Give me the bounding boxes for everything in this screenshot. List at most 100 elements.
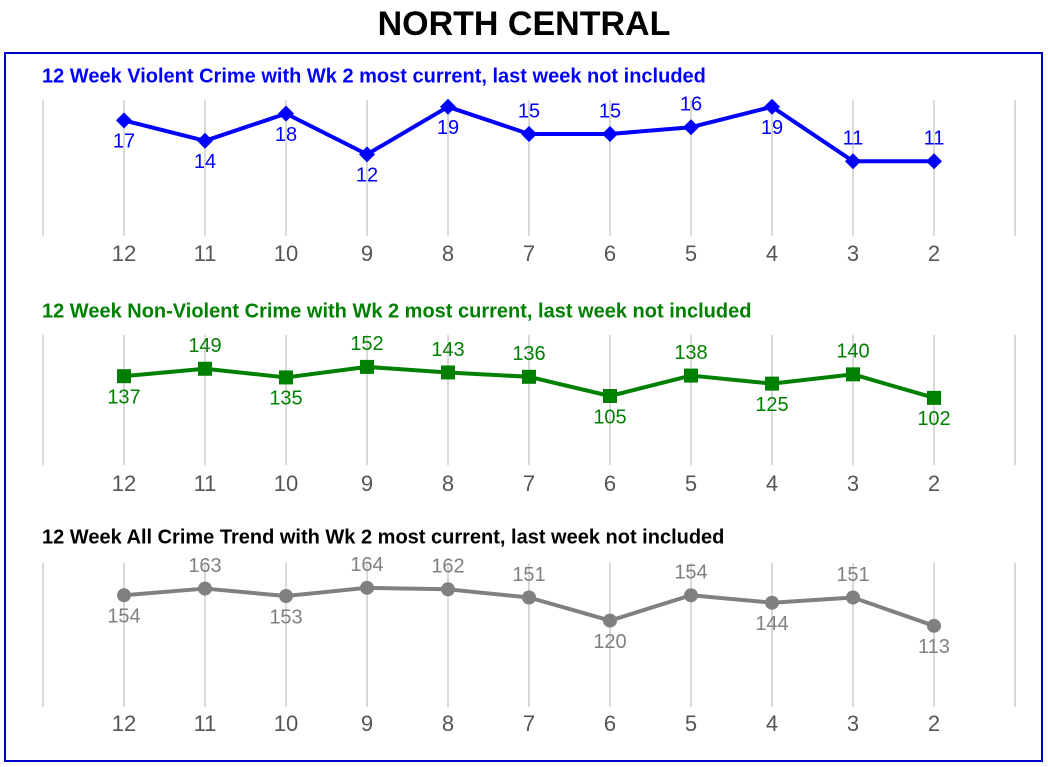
data-label: 15 <box>518 100 540 122</box>
x-tick-label: 6 <box>604 471 616 496</box>
data-label: 18 <box>275 124 297 146</box>
x-tick-label: 7 <box>523 711 535 736</box>
data-label: 154 <box>107 606 140 628</box>
x-tick-label: 11 <box>194 711 217 736</box>
marker <box>846 590 860 605</box>
marker <box>765 595 779 610</box>
data-label: 105 <box>593 406 626 428</box>
data-label: 144 <box>755 613 788 635</box>
marker <box>845 153 861 170</box>
x-tick-label: 5 <box>685 241 697 266</box>
data-label: 164 <box>350 554 383 576</box>
x-tick-label: 9 <box>361 241 373 266</box>
x-tick-label: 5 <box>685 711 697 736</box>
x-tick-label: 6 <box>604 711 616 736</box>
data-label: 11 <box>843 127 864 149</box>
marker <box>440 98 456 115</box>
marker <box>603 389 617 403</box>
x-tick-label: 10 <box>274 711 298 736</box>
data-label: 140 <box>836 341 869 363</box>
x-tick-label: 2 <box>928 471 940 496</box>
marker <box>278 105 294 122</box>
page-title: NORTH CENTRAL <box>378 5 671 43</box>
data-label: 11 <box>924 127 945 149</box>
marker <box>926 153 942 170</box>
data-label: 137 <box>107 386 140 408</box>
x-tick-label: 9 <box>361 471 373 496</box>
marker <box>198 361 212 376</box>
marker <box>116 112 132 129</box>
marker <box>927 390 941 405</box>
marker <box>360 580 374 595</box>
x-tick-label: 2 <box>928 241 940 266</box>
data-label: 151 <box>836 564 869 586</box>
data-label: 12 <box>356 165 378 187</box>
data-label: 113 <box>918 636 950 658</box>
marker <box>927 618 941 633</box>
marker <box>279 370 293 385</box>
marker <box>441 582 455 597</box>
x-tick-label: 3 <box>847 711 859 736</box>
x-tick-label: 9 <box>361 711 373 736</box>
data-label: 15 <box>599 100 621 122</box>
x-tick-label: 12 <box>112 241 136 266</box>
data-label: 120 <box>593 631 626 653</box>
marker <box>521 126 537 142</box>
data-label: 143 <box>431 339 464 361</box>
marker <box>522 590 536 605</box>
marker <box>846 367 860 382</box>
data-label: 149 <box>188 335 221 357</box>
marker <box>197 132 213 149</box>
x-tick-label: 4 <box>766 241 778 266</box>
x-tick-label: 8 <box>442 711 454 736</box>
data-label: 17 <box>113 131 135 153</box>
x-tick-label: 7 <box>523 241 535 266</box>
data-label: 19 <box>437 117 459 139</box>
x-tick-label: 12 <box>112 711 136 736</box>
marker <box>441 365 455 380</box>
chart-title: 12 Week Violent Crime with Wk 2 most cur… <box>42 65 706 87</box>
chart-title: 12 Week Non-Violent Crime with Wk 2 most… <box>42 300 751 322</box>
x-tick-label: 6 <box>604 241 616 266</box>
chart-title: 12 Week All Crime Trend with Wk 2 most c… <box>42 526 724 548</box>
data-label: 16 <box>680 93 702 115</box>
data-label: 162 <box>431 556 464 578</box>
marker <box>198 581 212 596</box>
marker <box>684 588 698 603</box>
marker <box>764 98 780 115</box>
x-tick-label: 2 <box>928 711 940 736</box>
marker <box>117 369 131 384</box>
marker <box>684 368 698 383</box>
x-tick-label: 12 <box>112 471 136 496</box>
data-label: 153 <box>269 606 302 628</box>
marker <box>683 119 699 136</box>
x-tick-label: 4 <box>766 471 778 496</box>
data-label: 19 <box>761 117 783 139</box>
marker <box>360 359 374 374</box>
data-label: 135 <box>269 388 302 410</box>
data-label: 138 <box>674 342 707 364</box>
marker <box>279 589 293 604</box>
x-tick-label: 10 <box>274 241 298 266</box>
x-tick-label: 8 <box>442 471 454 496</box>
data-label: 163 <box>188 555 221 577</box>
marker <box>603 613 617 628</box>
x-tick-label: 4 <box>766 711 778 736</box>
x-tick-label: 10 <box>274 471 298 496</box>
x-tick-label: 11 <box>194 241 217 266</box>
marker <box>765 376 779 391</box>
data-label: 152 <box>350 333 383 355</box>
data-label: 125 <box>755 394 788 416</box>
data-label: 151 <box>512 564 545 586</box>
data-label: 102 <box>917 408 950 430</box>
x-tick-label: 7 <box>523 471 535 496</box>
x-tick-label: 5 <box>685 471 697 496</box>
data-label: 154 <box>674 562 707 584</box>
data-label: 14 <box>194 151 216 173</box>
x-tick-label: 8 <box>442 241 454 266</box>
x-tick-label: 3 <box>847 241 859 266</box>
marker <box>602 126 618 142</box>
data-label: 136 <box>512 343 545 365</box>
